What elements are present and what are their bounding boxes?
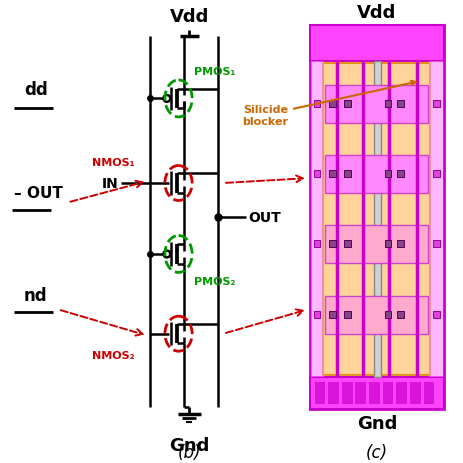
Bar bbox=[309, 25, 443, 409]
Bar bbox=[329, 312, 335, 319]
Bar bbox=[355, 382, 365, 404]
Bar bbox=[327, 382, 338, 404]
Text: PMOS₁: PMOS₁ bbox=[194, 67, 235, 77]
Bar bbox=[313, 312, 320, 319]
Bar bbox=[309, 63, 443, 378]
Text: Gnd: Gnd bbox=[356, 414, 396, 432]
Text: (b): (b) bbox=[177, 443, 200, 461]
Text: (c): (c) bbox=[365, 443, 387, 461]
Bar bbox=[329, 241, 335, 248]
Bar bbox=[373, 63, 380, 378]
Text: NMOS₂: NMOS₂ bbox=[92, 350, 134, 360]
Bar bbox=[325, 296, 427, 334]
Bar bbox=[314, 382, 325, 404]
Bar bbox=[325, 156, 427, 193]
Bar bbox=[343, 241, 350, 248]
Bar bbox=[396, 101, 403, 108]
Text: IN: IN bbox=[101, 176, 118, 191]
Bar bbox=[313, 241, 320, 248]
Bar bbox=[384, 171, 391, 178]
Bar bbox=[423, 382, 433, 404]
Bar bbox=[310, 63, 324, 378]
Bar bbox=[313, 171, 320, 178]
Text: NMOS₁: NMOS₁ bbox=[92, 157, 134, 167]
Text: Gnd: Gnd bbox=[169, 436, 209, 454]
Text: nd: nd bbox=[24, 286, 48, 304]
Bar bbox=[384, 101, 391, 108]
Text: Silicide
blocker: Silicide blocker bbox=[242, 81, 415, 126]
Bar bbox=[396, 241, 403, 248]
Text: Vdd: Vdd bbox=[357, 4, 396, 22]
Bar bbox=[432, 312, 439, 319]
Text: OUT: OUT bbox=[248, 211, 281, 225]
Bar bbox=[432, 171, 439, 178]
Bar bbox=[432, 101, 439, 108]
Text: dd: dd bbox=[24, 81, 48, 99]
Bar bbox=[384, 312, 391, 319]
Bar bbox=[309, 378, 443, 409]
Bar bbox=[325, 86, 427, 124]
Bar bbox=[396, 171, 403, 178]
Bar bbox=[409, 382, 419, 404]
Bar bbox=[396, 312, 403, 319]
Bar bbox=[432, 241, 439, 248]
Bar bbox=[313, 101, 320, 108]
Text: Vdd: Vdd bbox=[169, 7, 208, 25]
Text: PMOS₂: PMOS₂ bbox=[194, 276, 235, 287]
Bar bbox=[325, 225, 427, 263]
Bar bbox=[384, 241, 391, 248]
Bar bbox=[323, 64, 429, 375]
Bar bbox=[329, 171, 335, 178]
Bar bbox=[395, 382, 406, 404]
Bar bbox=[382, 382, 393, 404]
Bar bbox=[428, 63, 442, 378]
Bar bbox=[343, 312, 350, 319]
Bar bbox=[309, 25, 443, 63]
Bar bbox=[343, 101, 350, 108]
Bar bbox=[368, 382, 379, 404]
Bar bbox=[341, 382, 352, 404]
Bar bbox=[329, 101, 335, 108]
Text: – OUT: – OUT bbox=[14, 186, 63, 201]
Bar bbox=[343, 171, 350, 178]
